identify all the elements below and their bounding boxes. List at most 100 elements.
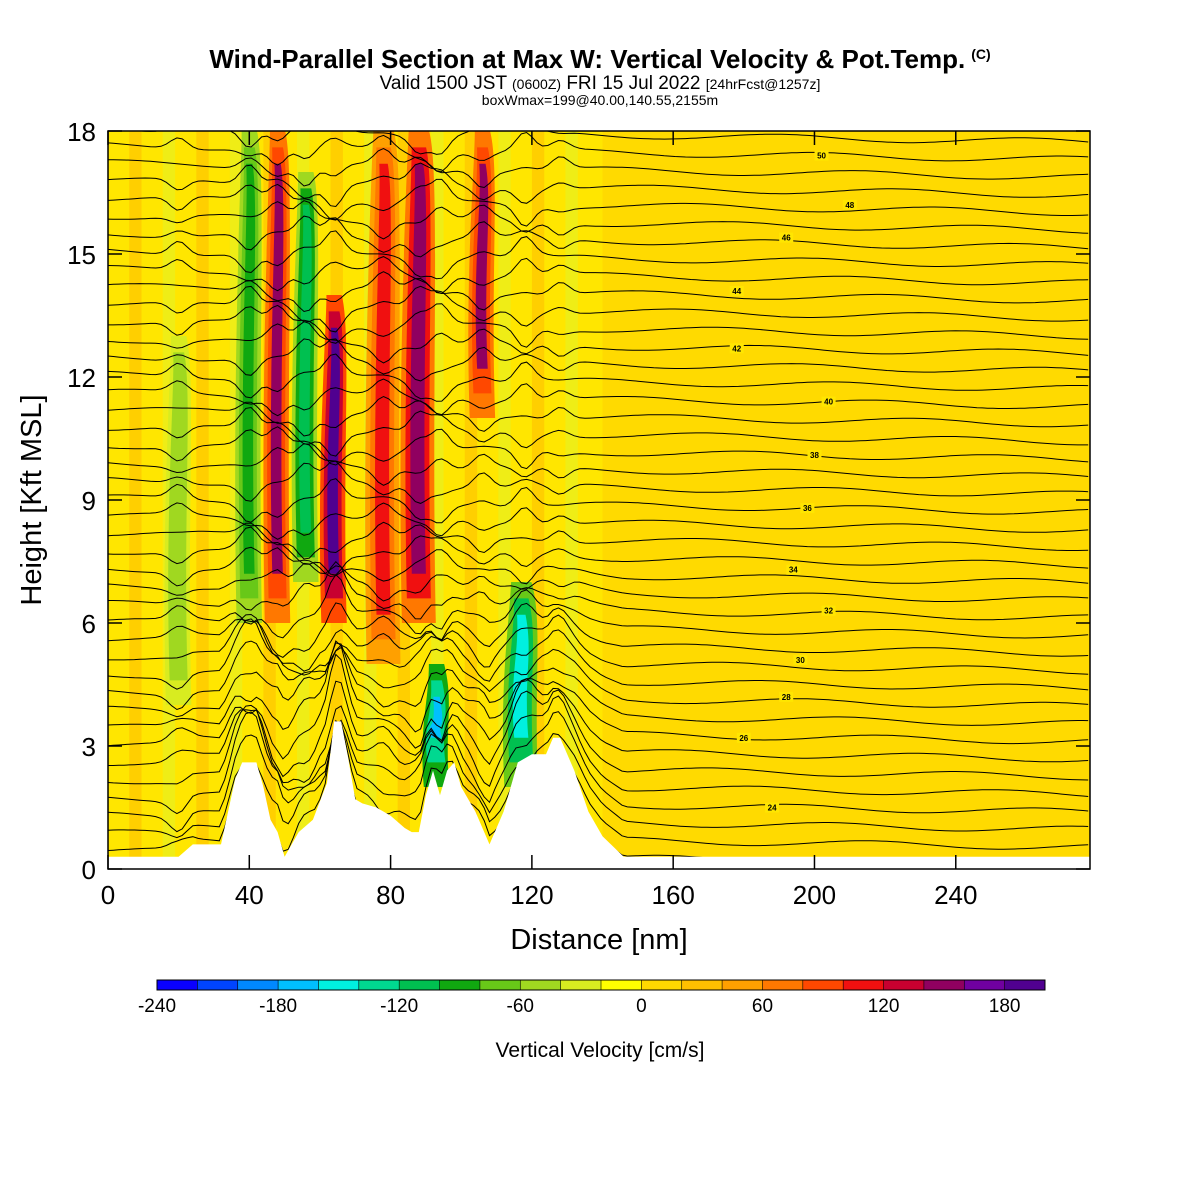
y-tick-label: 15 bbox=[67, 240, 96, 270]
x-axis: 0 40 80 120 160 200 240 bbox=[101, 131, 977, 910]
contour-label-bg bbox=[729, 285, 744, 296]
theta-contour-line bbox=[108, 378, 1089, 417]
eastern-weak-updraft-zone bbox=[602, 131, 1090, 869]
contour-label: 38 bbox=[810, 451, 819, 460]
x-tick-label: 0 bbox=[101, 880, 115, 910]
contour-label-bg bbox=[765, 802, 780, 813]
theta-contour-line bbox=[108, 178, 1089, 227]
colorbar-swatch bbox=[843, 980, 885, 990]
theta-contour-line bbox=[108, 443, 1089, 486]
valid-date: FRI 15 Jul 2022 bbox=[566, 73, 701, 94]
y-tick-label: 3 bbox=[82, 732, 96, 762]
contour-label-bg bbox=[793, 654, 808, 665]
theta-contour-line bbox=[108, 546, 1089, 587]
downdraft-core bbox=[171, 368, 185, 656]
theta-contour-line bbox=[108, 147, 1089, 189]
colorbar-swatch bbox=[601, 980, 642, 990]
contour-label: 24 bbox=[768, 804, 777, 813]
theta-contour-line bbox=[108, 285, 1089, 333]
theta-contour-line bbox=[108, 640, 1089, 711]
colorbar-swatch bbox=[802, 980, 844, 990]
y-tick-label: 12 bbox=[67, 363, 96, 393]
colorbar-title: Vertical Velocity [cm/s] bbox=[496, 1039, 705, 1062]
colorbar-swatch bbox=[681, 980, 723, 990]
colorbar-tick-label: 180 bbox=[989, 996, 1021, 1017]
theta-contour-line bbox=[108, 478, 1089, 524]
contour-label: 36 bbox=[803, 504, 812, 513]
theta-contour-line bbox=[108, 395, 1089, 437]
colorbar-swatch bbox=[479, 980, 521, 990]
theta-contour-line bbox=[108, 521, 1089, 560]
x-tick-label: 160 bbox=[651, 880, 694, 910]
chart-subtitle: Valid 1500 JST (0600Z) FRI 15 Jul 2022 [… bbox=[0, 73, 1200, 95]
theta-contour-line bbox=[108, 162, 1089, 208]
colorbar-tick-label: 0 bbox=[636, 996, 647, 1017]
box-info: boxWmax=199@40.00,140.55,2155m bbox=[481, 92, 719, 108]
theta-contour-labels: 24 26 28 30 32 34 36 38 40 42 44 46 48 50 bbox=[729, 150, 857, 813]
terrain-mask bbox=[108, 721, 1090, 869]
theta-contour-line bbox=[108, 338, 1089, 382]
theta-contour-line bbox=[108, 711, 1089, 815]
colorbar-swatch bbox=[883, 980, 925, 990]
theta-contour-line bbox=[108, 200, 1089, 240]
theta-contour-line bbox=[108, 271, 1089, 313]
colorbar-swatch bbox=[318, 980, 360, 990]
colorbar-tick-label: -180 bbox=[259, 996, 297, 1017]
colorbar-swatch bbox=[1004, 980, 1046, 990]
theta-contour-line bbox=[108, 256, 1089, 295]
contour-label-bg bbox=[736, 732, 751, 743]
colorbar-swatch bbox=[722, 980, 763, 990]
title-main: Wind-Parallel Section at Max W: Vertical… bbox=[209, 44, 966, 74]
colorbar-swatch bbox=[358, 980, 400, 990]
valid-utc: (0600Z) bbox=[512, 76, 562, 92]
contour-label-bg bbox=[729, 343, 744, 354]
weak-motion-band bbox=[565, 131, 578, 869]
downdraft-core bbox=[299, 204, 312, 533]
x-tick-label: 240 bbox=[934, 880, 977, 910]
theta-contour-line bbox=[108, 618, 1089, 691]
theta-contour-line bbox=[108, 695, 1089, 797]
colorbar-tick-label: -60 bbox=[507, 996, 534, 1017]
theta-contour-line bbox=[108, 642, 1089, 726]
theta-contour-line bbox=[108, 426, 1089, 470]
theta-contour-line bbox=[108, 131, 1089, 173]
contour-label: 26 bbox=[739, 734, 748, 743]
contour-label: 40 bbox=[824, 398, 833, 407]
contour-label: 30 bbox=[796, 656, 805, 665]
colorbar: -240 -180 -120 -60 0 60 120 180 bbox=[138, 979, 1046, 1017]
contour-label: 34 bbox=[789, 566, 798, 575]
theta-contour-line bbox=[108, 460, 1089, 504]
chart-title: Wind-Parallel Section at Max W: Vertical… bbox=[0, 44, 1200, 75]
colorbar-swatch bbox=[237, 980, 279, 990]
colorbar-swatch bbox=[923, 980, 965, 990]
contour-label: 42 bbox=[732, 344, 741, 353]
theta-contour-line bbox=[134, 131, 1089, 155]
copyright-mark: (C) bbox=[971, 46, 991, 62]
contour-label-bg bbox=[821, 396, 836, 407]
x-axis-title: Distance [nm] bbox=[510, 924, 687, 956]
theta-contour-line bbox=[108, 602, 1089, 658]
theta-contour-line bbox=[108, 230, 1089, 280]
y-tick-label: 9 bbox=[82, 486, 96, 516]
contour-label-bg bbox=[786, 564, 801, 575]
y-tick-label: 6 bbox=[82, 609, 96, 639]
contour-label: 48 bbox=[845, 201, 854, 210]
contour-label-bg bbox=[800, 503, 815, 514]
theta-contour-line bbox=[108, 406, 1089, 457]
updraft-core bbox=[475, 163, 489, 369]
colorbar-swatch bbox=[964, 980, 1006, 990]
contour-label-bg bbox=[779, 691, 794, 702]
y-tick-label: 18 bbox=[67, 117, 96, 147]
theta-contour-line bbox=[108, 680, 1089, 781]
contour-label: 50 bbox=[817, 152, 826, 161]
downdraft-core bbox=[429, 696, 443, 738]
contour-label-bg bbox=[779, 232, 794, 243]
updraft-core bbox=[327, 327, 340, 574]
colorbar-swatch bbox=[641, 980, 683, 990]
contour-label: 28 bbox=[782, 693, 791, 702]
theta-contour-line bbox=[108, 640, 1089, 745]
theta-contour-line bbox=[108, 321, 1089, 364]
contour-label-bg bbox=[807, 449, 822, 460]
